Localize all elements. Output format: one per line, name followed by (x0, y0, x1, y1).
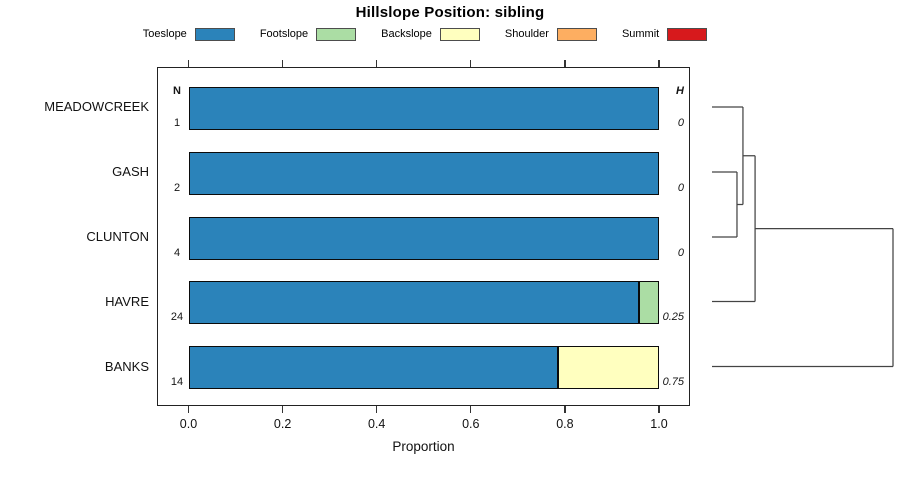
legend-item: Summit (621, 27, 708, 41)
legend-item: Footslope (259, 27, 357, 41)
site-label: BANKS (104, 358, 149, 374)
n-value: 14 (170, 376, 184, 388)
axis-tick-bottom (187, 405, 190, 413)
legend-swatch (316, 27, 357, 41)
h-value: 0 (677, 181, 684, 194)
n-value: 2 (173, 181, 181, 194)
legend-swatch (667, 27, 708, 41)
site-label: HAVRE (105, 293, 149, 309)
axis-tick-label: 0.6 (462, 417, 480, 431)
bar-segment-toeslope (188, 281, 640, 324)
bar-segment-toeslope (188, 216, 659, 260)
axis-tick-label: 0.2 (273, 417, 292, 431)
legend-label: Footslope (259, 28, 309, 40)
legend-label: Toeslope (142, 28, 187, 40)
h-value: 0 (677, 246, 684, 259)
legend-label: Backslope (381, 28, 432, 40)
site-label: MEADOWCREEK (44, 99, 149, 114)
axis-tick-label: 0.4 (367, 417, 386, 431)
axis-tick-top (187, 59, 190, 67)
n-column-header: N (173, 85, 181, 97)
legend: Toeslope Footslope Backslope Shoulder Summit (125, 26, 725, 42)
bar-segment-toeslope (188, 346, 559, 389)
bar-segment-toeslope (188, 151, 659, 195)
axis-tick-bottom (376, 405, 378, 413)
bar-segment-footslope (639, 281, 659, 324)
legend-swatch (439, 27, 480, 41)
axis-tick-label: 1.0 (650, 417, 668, 431)
legend-swatch (556, 27, 597, 41)
axis-tick-top (470, 59, 472, 67)
axis-tick-bottom (658, 405, 660, 413)
legend-item: Shoulder (504, 27, 597, 41)
legend-label: Summit (621, 28, 660, 40)
n-value: 24 (170, 311, 184, 323)
axis-tick-bottom (564, 405, 566, 413)
bar-segment-toeslope (188, 86, 659, 130)
axis-tick-top (658, 59, 660, 67)
axis-tick-label: 0.0 (179, 417, 198, 431)
bar-segment-backslope (558, 346, 659, 389)
axis-tick-top (376, 59, 378, 67)
x-axis-title: Proportion (392, 439, 455, 454)
n-value: 1 (173, 116, 181, 129)
h-value: 0.75 (662, 376, 684, 388)
site-label: CLUNTON (86, 229, 149, 244)
axis-tick-bottom (282, 405, 284, 413)
site-label: GASH (112, 164, 149, 179)
h-value: 0.25 (662, 311, 684, 323)
h-value: 0 (677, 116, 684, 129)
plot-area: N H 1 0 2 0 4 0 24 0.25 14 0.75 0.0 0.2 0.4 0.6 0.8 1.0 (157, 59, 690, 431)
h-column-header: H (676, 85, 684, 97)
axis-tick-top (282, 59, 284, 67)
n-value: 4 (173, 246, 181, 259)
axis-tick-bottom (470, 405, 472, 413)
legend-item: Backslope (381, 27, 480, 41)
chart-title: Hillslope Position: sibling (355, 4, 545, 21)
legend-swatch (194, 27, 235, 41)
legend-label: Shoulder (504, 28, 549, 40)
legend-item: Toeslope (142, 27, 235, 41)
axis-tick-top (564, 59, 566, 67)
axis-tick-label: 0.8 (556, 417, 574, 431)
